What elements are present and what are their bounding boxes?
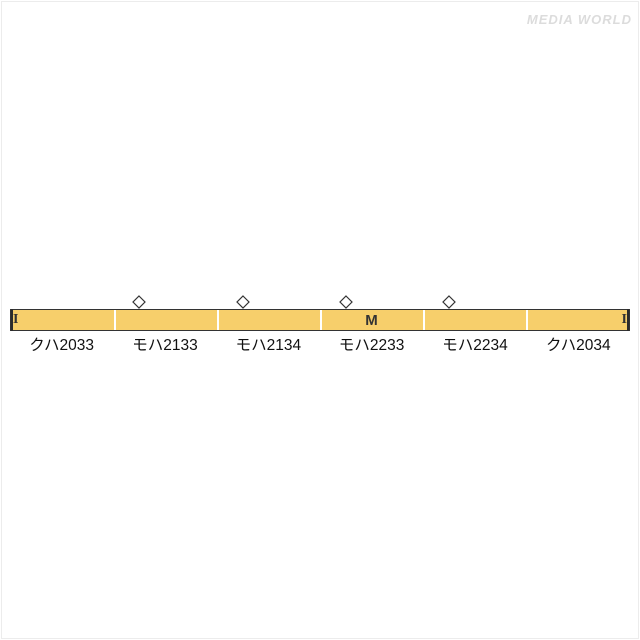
train-car [114, 310, 217, 330]
car-label: モハ2234 [423, 333, 526, 355]
car-label: モハ2133 [113, 333, 216, 355]
pantograph-row [10, 285, 630, 309]
motor-indicator: M [365, 312, 378, 329]
watermark-text: MEDIA WORLD [527, 12, 632, 27]
car-label: クハ2033 [10, 333, 113, 355]
train-formation-diagram: I M I クハ2033モハ2133モハ2134モハ2233モハ2234クハ2034 [10, 285, 630, 355]
pantograph-icon [442, 295, 456, 309]
train-body: IMI [10, 309, 630, 331]
pantograph-icon [236, 295, 250, 309]
coupler-icon: I [13, 312, 18, 328]
end-cap [627, 309, 629, 331]
train-car [217, 310, 320, 330]
car-label: クハ2034 [527, 333, 630, 355]
car-label: モハ2134 [217, 333, 320, 355]
train-car: M [320, 310, 423, 330]
train-car [423, 310, 526, 330]
car-label: モハ2233 [320, 333, 423, 355]
pantograph-icon [132, 295, 146, 309]
car-labels-row: クハ2033モハ2133モハ2134モハ2233モハ2234クハ2034 [10, 333, 630, 355]
train-car: I [11, 310, 114, 330]
coupler-icon: I [622, 312, 627, 328]
train-car: I [526, 310, 629, 330]
pantograph-icon [339, 295, 353, 309]
